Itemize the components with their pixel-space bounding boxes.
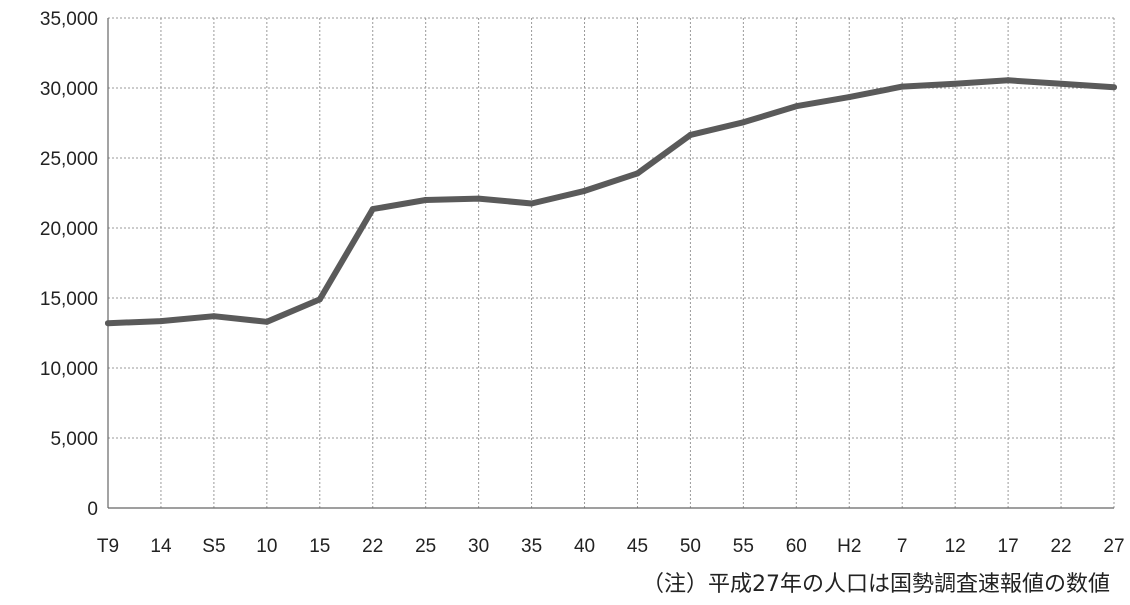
x-tick-label: 40 (574, 536, 595, 557)
data-point (899, 83, 906, 90)
data-point (316, 296, 323, 303)
data-point (475, 195, 482, 202)
data-point (581, 187, 588, 194)
grid-lines (108, 17, 1115, 508)
data-point (528, 200, 535, 207)
data-point (793, 103, 800, 110)
y-tick-label: 5,000 (50, 429, 98, 450)
data-point (210, 313, 217, 320)
data-point (740, 119, 747, 126)
x-tick-label: 7 (897, 536, 908, 557)
x-tick-label: 10 (256, 536, 277, 557)
chart-note: （注）平成27年の人口は国勢調査速報値の数値 (642, 572, 1110, 597)
y-tick-label: 30,000 (40, 79, 98, 100)
x-tick-label: 22 (1050, 536, 1071, 557)
data-point (952, 80, 959, 87)
x-tick-labels: T9 14 S5 10 15 22 25 30 35 40 45 50 55 60 H2 7 12 17 22 27 (97, 536, 1125, 557)
x-tick-label: 27 (1103, 536, 1124, 557)
data-point (369, 206, 376, 213)
x-tick-label: 14 (150, 536, 172, 557)
x-tick-label: 25 (415, 536, 436, 557)
y-tick-label: 10,000 (40, 359, 98, 380)
y-tick-labels: 0 5,000 10,000 15,000 20,000 25,000 30,000 35,0… (40, 9, 98, 520)
series-line (105, 77, 1117, 327)
axes (107, 18, 1114, 509)
x-tick-label: 45 (627, 536, 648, 557)
data-point (1058, 80, 1065, 87)
data-point (634, 170, 641, 177)
x-tick-label: 60 (786, 536, 807, 557)
x-tick-label: S5 (202, 536, 225, 557)
x-tick-label: 35 (521, 536, 542, 557)
data-point (263, 318, 270, 325)
x-tick-label: 50 (680, 536, 701, 557)
x-tick-label: 17 (998, 536, 1019, 557)
y-tick-label: 20,000 (40, 219, 98, 240)
x-tick-label: T9 (97, 536, 119, 557)
data-point (687, 131, 694, 138)
x-tick-label: 30 (468, 536, 489, 557)
x-tick-label: H2 (837, 536, 861, 557)
data-point (157, 318, 164, 325)
y-tick-label: 25,000 (40, 149, 98, 170)
data-point (1111, 84, 1117, 91)
data-point (846, 94, 853, 101)
series-group (105, 77, 1117, 327)
x-tick-label: 12 (945, 536, 966, 557)
y-tick-label: 0 (87, 499, 98, 520)
y-tick-label: 15,000 (40, 289, 98, 310)
x-tick-label: 55 (733, 536, 754, 557)
x-tick-label: 22 (362, 536, 383, 557)
x-tick-label: 15 (309, 536, 330, 557)
data-point (422, 197, 429, 203)
data-point (105, 320, 111, 327)
data-point (1005, 77, 1012, 84)
y-tick-label: 35,000 (40, 9, 98, 30)
